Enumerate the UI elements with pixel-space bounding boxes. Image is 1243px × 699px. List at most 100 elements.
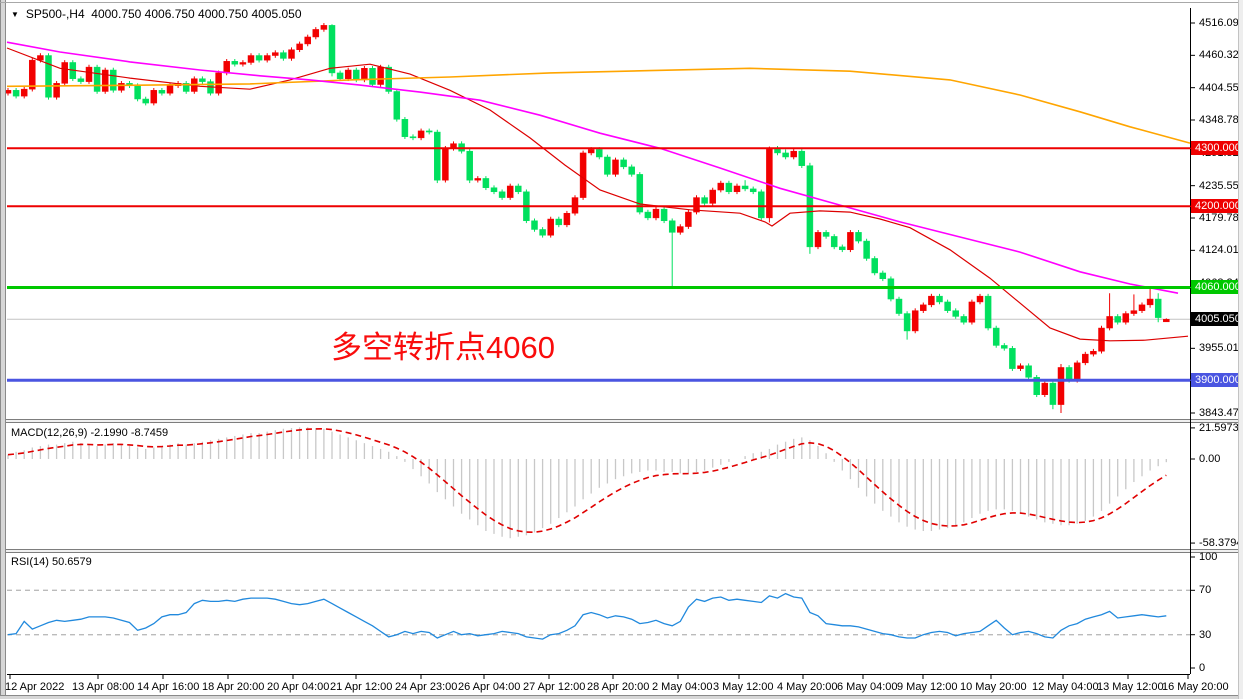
candle <box>442 148 449 181</box>
candle <box>531 220 538 230</box>
candle <box>749 188 757 193</box>
candle <box>790 150 797 158</box>
macd-tick-label: 0.00 <box>1199 453 1221 465</box>
candle <box>1073 362 1081 381</box>
candle <box>660 208 668 222</box>
price-tick-label: 4516.090 <box>1199 17 1243 29</box>
candle <box>20 88 28 97</box>
candle <box>968 301 976 323</box>
candle <box>1090 350 1097 355</box>
symbol-dropdown-icon[interactable]: ▼ <box>11 10 19 19</box>
candle <box>425 130 433 133</box>
price-level-badge: 4060.000 <box>1191 280 1243 295</box>
price-level-badge: 4200.000 <box>1191 199 1243 214</box>
candle <box>166 85 174 94</box>
candle <box>53 83 60 98</box>
candle <box>733 185 741 193</box>
candle <box>466 150 473 181</box>
candle <box>847 232 854 251</box>
candle <box>272 52 279 56</box>
window-left-border <box>0 0 6 699</box>
candle <box>158 90 166 94</box>
candle <box>409 136 417 139</box>
candle <box>612 159 619 175</box>
candle <box>312 29 320 38</box>
price-tick-label: 4404.550 <box>1199 81 1243 94</box>
time-axis-label: 12 Apr 2022 <box>5 681 65 693</box>
time-axis-label: 9 May 12:00 <box>897 681 958 693</box>
candle <box>142 98 149 104</box>
time-axis-label: 20 Apr 04:00 <box>267 681 330 693</box>
candle <box>77 78 85 82</box>
chart-title-text: SP500-,H4 4000.750 4006.750 4000.750 400… <box>25 7 302 21</box>
candle <box>563 212 571 226</box>
macd-signal-line <box>7 427 1167 534</box>
candle <box>668 220 676 233</box>
candle <box>798 150 806 166</box>
candle <box>110 69 117 91</box>
candle <box>1001 345 1008 349</box>
candle <box>506 185 514 198</box>
price-tick-label: 4460.320 <box>1199 49 1243 62</box>
candle <box>766 148 773 219</box>
candle <box>361 68 368 81</box>
candle <box>677 226 684 233</box>
candle <box>960 316 968 323</box>
price-level-badge: 4005.050 <box>1191 312 1243 327</box>
rsi-tick-label: 30 <box>1199 628 1212 641</box>
ma-mid-magenta <box>6 41 1179 294</box>
window-right-border <box>1238 0 1243 699</box>
candle <box>61 62 68 84</box>
window-top-border <box>0 2 1243 3</box>
candle <box>685 211 692 227</box>
candle <box>636 174 644 213</box>
candle <box>498 191 506 198</box>
candle <box>620 159 627 168</box>
price-tick-label: 4348.780 <box>1199 114 1243 126</box>
candle <box>45 55 52 98</box>
time-axis-label: 28 Apr 20:00 <box>587 681 650 693</box>
candle <box>417 130 425 139</box>
candle <box>304 36 311 45</box>
candle <box>895 298 903 314</box>
candle <box>353 69 360 81</box>
candle <box>547 218 554 236</box>
candle <box>911 310 919 332</box>
ma-fast-red <box>6 47 1189 342</box>
candle <box>1122 313 1130 323</box>
candle <box>1082 353 1089 364</box>
candle <box>992 327 1000 346</box>
candle <box>725 182 733 193</box>
macd-tick-label: -58.3794 <box>1199 537 1243 550</box>
candle <box>1017 365 1024 369</box>
candle <box>85 66 93 82</box>
candle <box>1025 365 1032 378</box>
time-axis-label: 24 Apr 23:00 <box>395 681 458 693</box>
candle <box>976 295 984 303</box>
candle <box>879 272 887 280</box>
candle <box>758 191 765 219</box>
chart-title: ▼ SP500-,H4 4000.750 4006.750 4000.750 40… <box>11 7 302 21</box>
candle <box>1033 377 1040 395</box>
candle <box>652 208 660 219</box>
candle <box>741 185 749 190</box>
candle <box>182 83 190 92</box>
chart-annotation-text[interactable]: 多空转折点4060 <box>331 330 555 365</box>
candle <box>952 310 959 317</box>
time-axis-label: 16 May 20:00 <box>1162 681 1229 693</box>
rsi-indicator-label: RSI(14) 50.6579 <box>11 556 92 568</box>
time-axis-label: 21 Apr 12:00 <box>330 681 393 693</box>
candle <box>839 246 846 251</box>
candle <box>288 49 295 59</box>
candle <box>871 258 878 274</box>
ma-slow-orange <box>6 67 1191 144</box>
candle <box>814 232 822 248</box>
time-axis-label: 10 May 20:00 <box>960 681 1027 693</box>
candle <box>863 240 870 259</box>
candle <box>101 69 109 92</box>
candle <box>1138 304 1146 311</box>
candle <box>393 91 401 120</box>
time-axis-label: 6 May 04:00 <box>837 681 898 693</box>
candle <box>320 25 328 30</box>
